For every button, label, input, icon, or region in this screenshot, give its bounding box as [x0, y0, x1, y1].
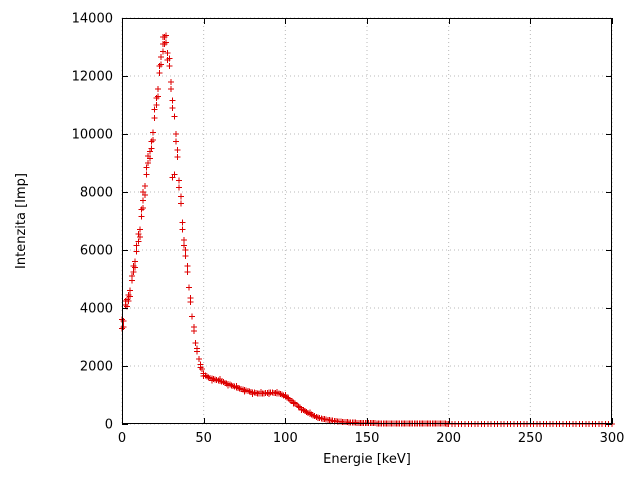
data-points: [119, 32, 615, 427]
y-tick-label: 4000: [80, 302, 113, 317]
x-tick-label: 100: [273, 431, 298, 446]
y-tick-label: 14000: [72, 12, 113, 27]
y-tick-label: 10000: [72, 128, 113, 143]
y-tick-label: 8000: [80, 186, 113, 201]
tick-marks: [122, 18, 613, 425]
x-tick-label: 150: [355, 431, 380, 446]
y-tick-label: 12000: [72, 70, 113, 85]
x-tick-label: 300: [600, 431, 625, 446]
y-tick-label: 0: [105, 418, 113, 433]
x-tick-label: 0: [118, 431, 126, 446]
tick-labels: 0 50 100 150 200 250 300 0 2000 4000 6000 8000 10000…: [72, 12, 625, 447]
y-tick-label: 2000: [80, 360, 113, 375]
grid: [121, 17, 613, 425]
x-tick-label: 250: [518, 431, 543, 446]
x-tick-label: 50: [195, 431, 212, 446]
x-tick-label: 200: [436, 431, 461, 446]
y-tick-label: 6000: [80, 244, 113, 259]
